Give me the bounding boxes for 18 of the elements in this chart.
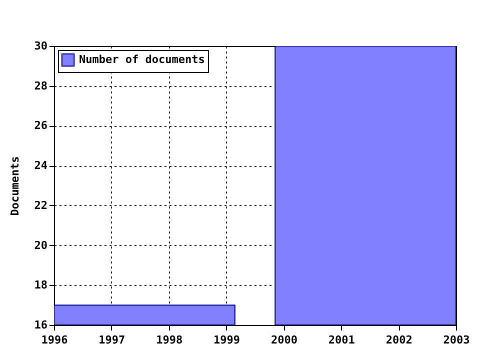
y-tick-label: 20 [34, 238, 48, 252]
y-tick-label: 16 [34, 318, 48, 332]
x-tick-label: 2000 [270, 334, 298, 346]
x-tick-label: 2001 [328, 334, 356, 346]
x-tick-label: 2003 [443, 334, 470, 346]
y-tick-label: 22 [34, 198, 48, 212]
legend-label: Number of documents [79, 53, 205, 66]
x-tick-label: 1998 [156, 334, 183, 346]
x-tick-label: 2002 [386, 334, 412, 346]
y-tick-label: 18 [34, 278, 48, 292]
y-tick-label: 26 [34, 119, 48, 132]
x-tick-label: 1999 [214, 334, 240, 346]
x-tick-label: 1996 [41, 334, 68, 346]
y-axis-title: Documents [8, 156, 22, 216]
y-tick-label: 28 [34, 79, 48, 92]
y-tick-label: 30 [34, 40, 48, 52]
y-tick-label: 24 [34, 159, 48, 172]
x-tick-label: 1997 [98, 334, 126, 346]
